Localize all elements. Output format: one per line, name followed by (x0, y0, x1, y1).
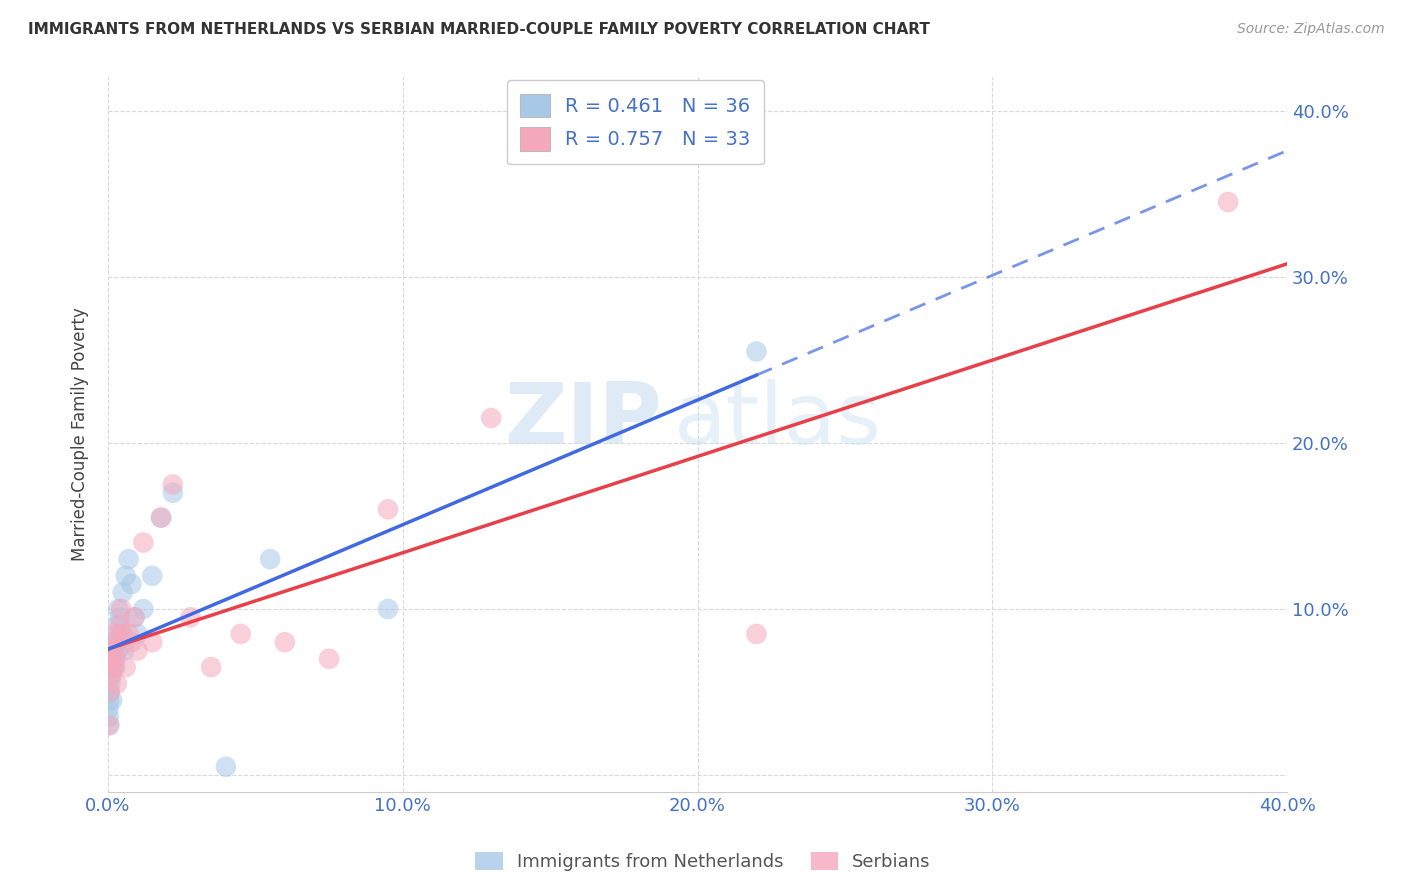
Point (107, 643, 129, 657)
Point (98, 660, 121, 674)
Point (162, 485, 184, 500)
Point (101, 643, 124, 657)
Text: atlas: atlas (673, 379, 882, 462)
Legend: R = 0.461   N = 36, R = 0.757   N = 33: R = 0.461 N = 36, R = 0.757 N = 33 (506, 80, 763, 164)
Point (103, 635, 125, 649)
Legend: Immigrants from Netherlands, Serbians: Immigrants from Netherlands, Serbians (468, 845, 938, 879)
Point (97, 701, 120, 715)
Point (229, 627, 252, 641)
Point (105, 635, 128, 649)
Point (117, 627, 139, 641)
Point (215, 760, 238, 774)
Point (98, 677, 121, 691)
Point (98, 685, 121, 699)
Point (124, 610, 146, 624)
Point (101, 693, 124, 707)
Point (110, 602, 132, 616)
Point (114, 660, 136, 674)
Point (104, 660, 127, 674)
Point (111, 627, 134, 641)
Point (100, 652, 122, 666)
Point (100, 668, 122, 682)
Point (377, 602, 399, 616)
Point (100, 652, 122, 666)
Point (745, 627, 768, 641)
Point (98, 693, 121, 707)
Point (107, 602, 129, 616)
Point (101, 643, 124, 657)
Point (132, 535, 155, 549)
Point (103, 652, 125, 666)
Point (107, 643, 129, 657)
Point (141, 568, 163, 582)
Point (114, 568, 136, 582)
Point (1216, 194, 1239, 209)
Point (98, 718, 121, 732)
Text: IMMIGRANTS FROM NETHERLANDS VS SERBIAN MARRIED-COUPLE FAMILY POVERTY CORRELATION: IMMIGRANTS FROM NETHERLANDS VS SERBIAN M… (28, 22, 929, 37)
Point (105, 627, 128, 641)
Point (200, 660, 222, 674)
Point (111, 585, 134, 599)
Point (105, 677, 128, 691)
Point (103, 635, 125, 649)
Text: ZIP: ZIP (505, 379, 662, 462)
Point (97, 718, 120, 732)
Point (132, 602, 155, 616)
Point (103, 660, 125, 674)
Point (318, 652, 340, 666)
Point (274, 635, 297, 649)
Point (162, 477, 184, 491)
Point (112, 643, 135, 657)
Point (100, 668, 122, 682)
Point (150, 510, 173, 524)
Point (121, 635, 143, 649)
Point (121, 577, 143, 591)
Point (98, 685, 121, 699)
Point (150, 510, 173, 524)
Text: Source: ZipAtlas.com: Source: ZipAtlas.com (1237, 22, 1385, 37)
Y-axis label: Married-Couple Family Poverty: Married-Couple Family Poverty (72, 308, 89, 561)
Point (97, 710, 120, 724)
Point (180, 610, 202, 624)
Point (117, 552, 139, 566)
Point (127, 643, 149, 657)
Point (110, 627, 132, 641)
Point (479, 411, 502, 425)
Point (745, 344, 768, 359)
Point (124, 610, 146, 624)
Point (103, 643, 125, 657)
Point (108, 618, 131, 632)
Point (104, 652, 127, 666)
Point (105, 618, 128, 632)
Point (127, 627, 149, 641)
Point (141, 635, 163, 649)
Point (259, 552, 281, 566)
Point (108, 610, 131, 624)
Point (101, 660, 124, 674)
Point (377, 502, 399, 516)
